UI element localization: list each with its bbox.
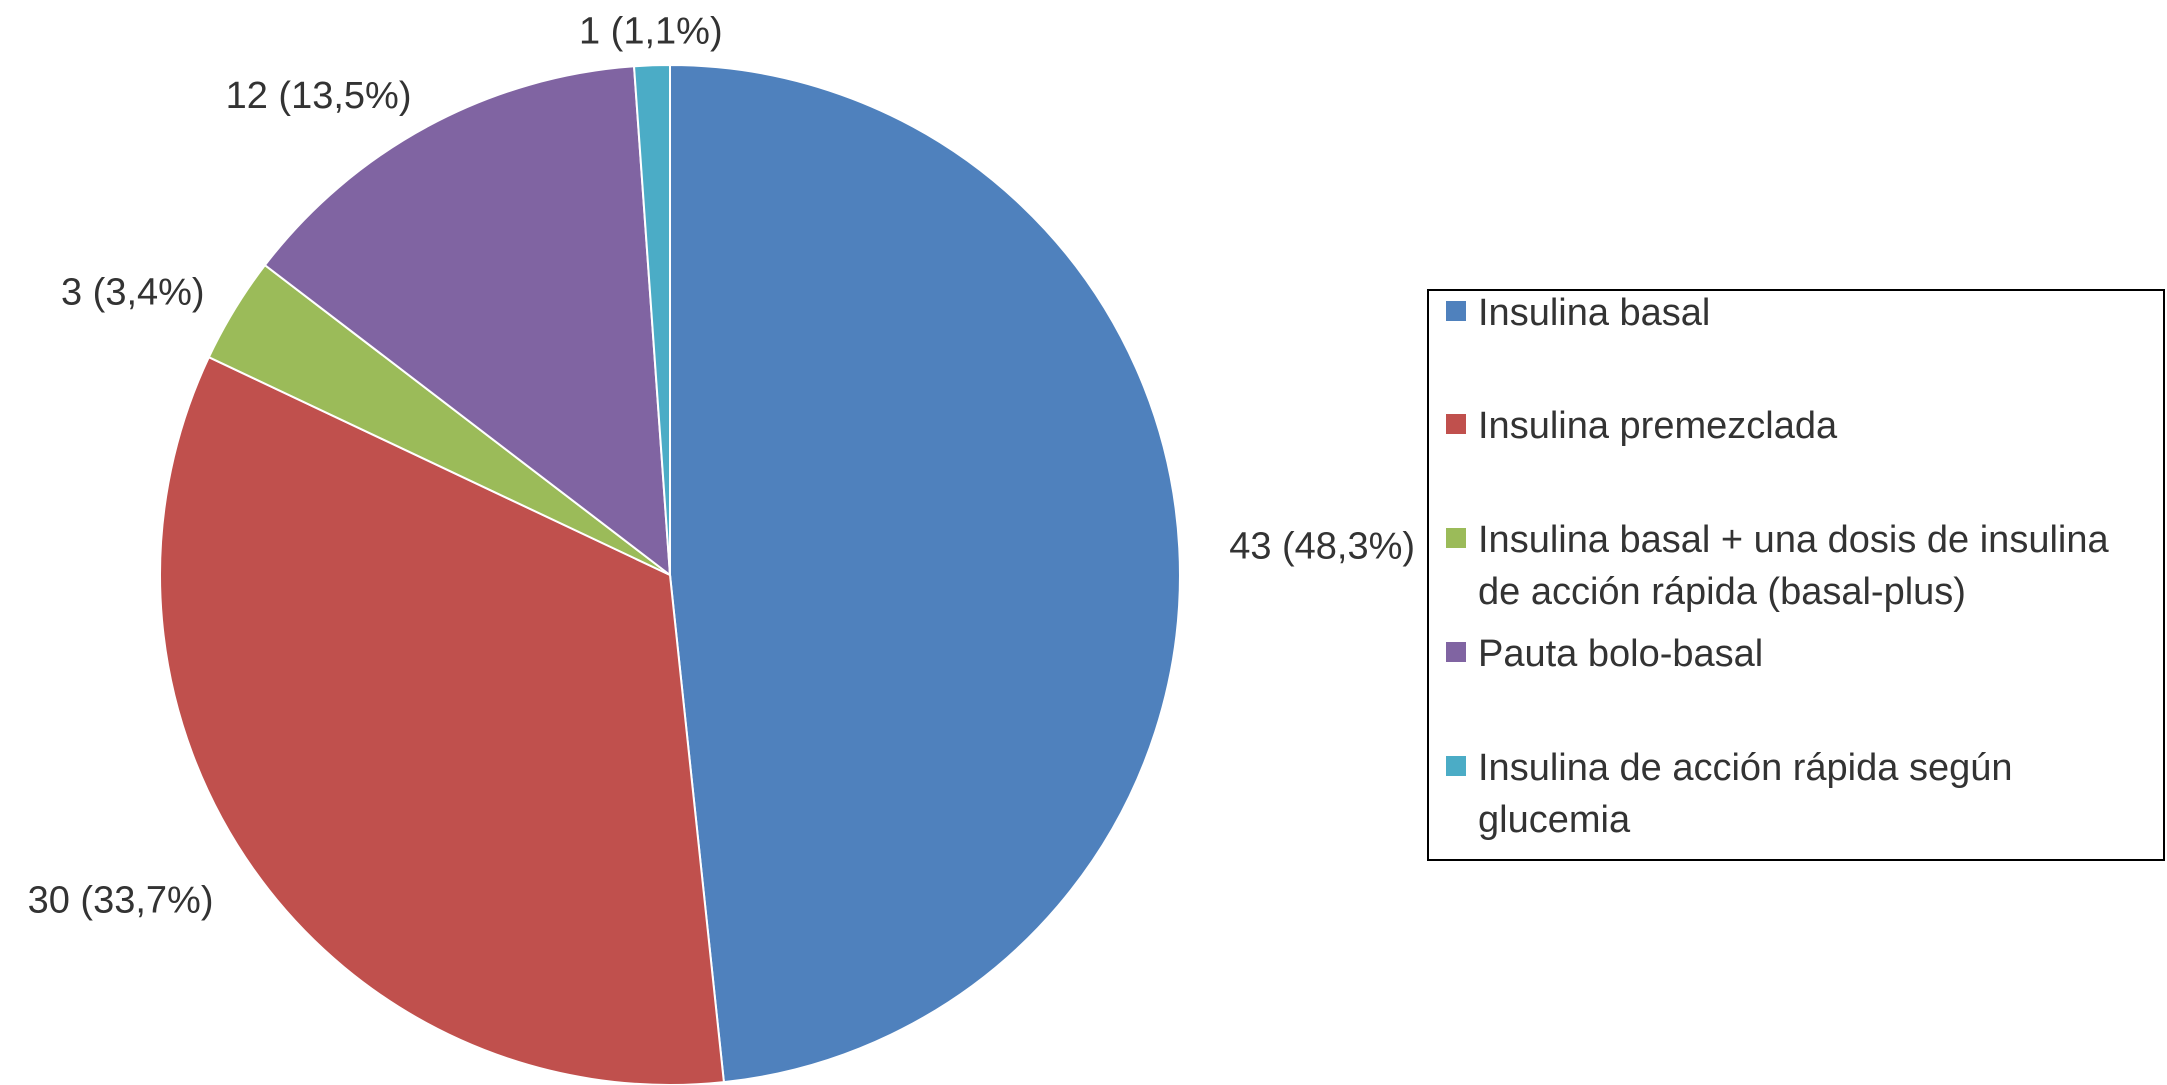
legend-label-4-line-1: Pauta bolo-basal: [1478, 633, 1763, 675]
slice-label-1: 43 (48,3%): [1229, 525, 1415, 567]
pie-slice-2: [159, 355, 726, 1085]
pie-slices: [159, 63, 1181, 1085]
legend-label-5-line-1: Insulina de acción rápida según: [1478, 747, 2013, 789]
slice-label-5: 1 (1,1%): [579, 10, 723, 52]
legend-label-1-line-1: Insulina basal: [1478, 292, 1710, 334]
pie-slice-1: [669, 63, 1181, 1084]
legend-frame: [1427, 289, 2165, 861]
legend-label-5-line-2: glucemia: [1478, 799, 1631, 841]
legend: Insulina basal Insulina premezclada Insuli…: [1427, 289, 2165, 861]
pie-slice-4: [263, 65, 672, 578]
slice-label-3: 3 (3,4%): [61, 272, 205, 314]
legend-label-3-line-1: Insulina basal + una dosis de insulina: [1478, 519, 2109, 561]
legend-swatch-2: [1446, 414, 1466, 434]
pie-slice-5: [632, 63, 671, 576]
legend-swatch-1: [1446, 301, 1466, 321]
slice-label-2: 30 (33,7%): [28, 879, 214, 921]
legend-swatch-5: [1446, 756, 1466, 776]
legend-label-2-line-1: Insulina premezclada: [1478, 405, 1838, 447]
slice-labels: 43 (48,3%) 30 (33,7%) 3 (3,4%) 12 (13,5%) 1 …: [28, 10, 1415, 921]
slice-label-4: 12 (13,5%): [226, 75, 412, 117]
legend-swatch-4: [1446, 642, 1466, 662]
legend-label-3-line-2: de acción rápida (basal-plus): [1478, 571, 1966, 613]
legend-swatch-3: [1446, 528, 1466, 548]
